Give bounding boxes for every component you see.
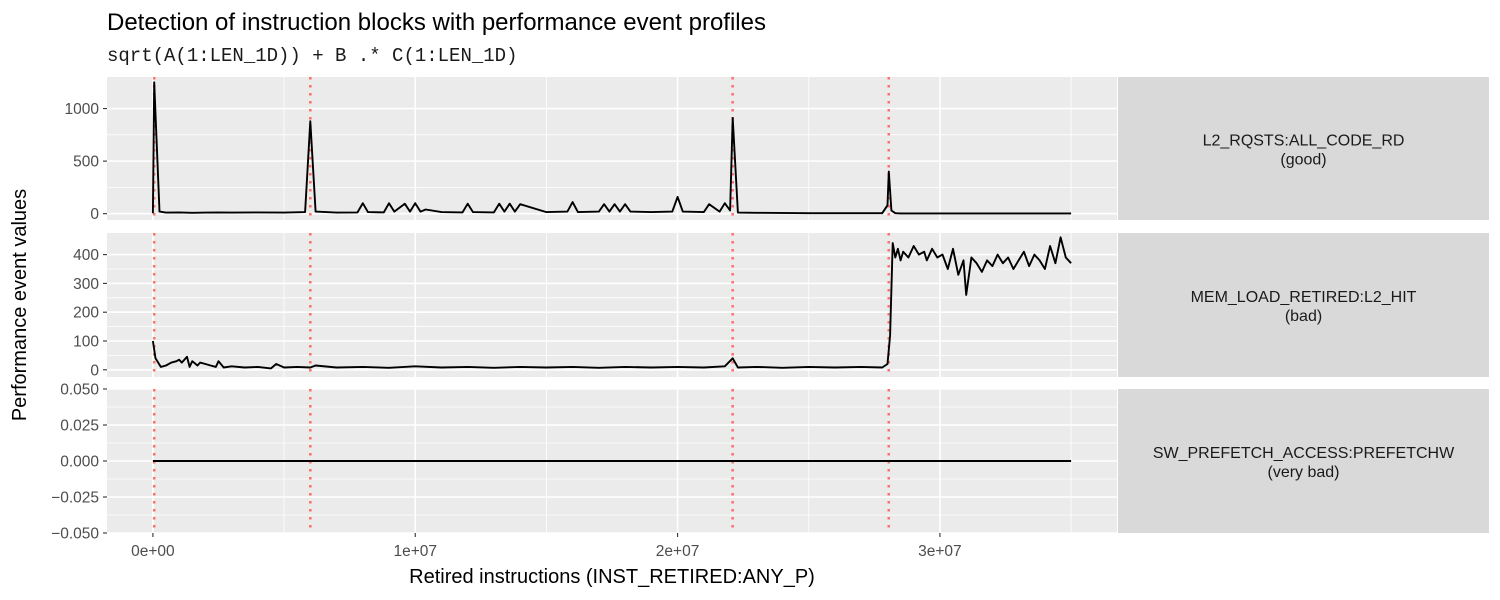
- facet-strip-sublabel: (bad): [1285, 308, 1322, 325]
- facet-strip: [1118, 77, 1489, 220]
- y-tick-label: 1000: [65, 101, 100, 118]
- x-tick-label: 3e+07: [918, 543, 962, 560]
- y-tick-label: −0.025: [51, 490, 99, 507]
- y-tick-label: 300: [73, 276, 99, 293]
- x-axis-title: Retired instructions (INST_RETIRED:ANY_P…: [409, 566, 815, 588]
- facet-panel: 0 500 1000 L2_RQSTS:ALL_CODE_RD (good): [65, 77, 1489, 223]
- facet-strip-label: L2_RQSTS:ALL_CODE_RD: [1203, 133, 1405, 150]
- facet-strip-label: MEM_LOAD_RETIRED:L2_HIT: [1191, 289, 1417, 306]
- facet-strip: [1118, 233, 1489, 377]
- y-tick-label: 500: [73, 154, 99, 171]
- panel-background: [107, 77, 1117, 220]
- series-line: [151, 81, 1072, 215]
- facet-panel: −0.050 −0.025 0.000 0.025 0.050 SW_PREFETCH_A…: [51, 382, 1489, 543]
- chart-title: Detection of instruction blocks with per…: [107, 9, 766, 36]
- x-tick-label: 0e+00: [131, 543, 175, 560]
- y-tick-label: 400: [73, 247, 99, 264]
- y-tick-label: 0: [90, 362, 99, 379]
- x-axis: 0e+00 1e+07 2e+07 3e+07: [131, 533, 962, 560]
- y-tick-label: 0.025: [60, 418, 99, 435]
- y-tick-label: 0.000: [60, 454, 99, 471]
- facet-strip-label: SW_PREFETCH_ACCESS:PREFETCHW: [1153, 445, 1455, 462]
- y-tick-label: 0.050: [60, 382, 99, 399]
- series-line: [151, 236, 1072, 370]
- chart-subtitle: sqrt(A(1:LEN_1D)) + B .* C(1:LEN_1D): [107, 45, 517, 67]
- y-tick-label: 200: [73, 305, 99, 322]
- x-tick-label: 2e+07: [656, 543, 700, 560]
- facet-strip-sublabel: (good): [1280, 152, 1326, 169]
- facet-panels: 0 500 1000 L2_RQSTS:ALL_CODE_RD (good) 0 100 20…: [51, 77, 1489, 543]
- y-tick-label: −0.050: [51, 526, 99, 543]
- facet-panel: 0 100 200 300 400 MEM_LOAD_RETIRED:L2_HIT (bad…: [73, 233, 1489, 379]
- y-axis-title: Performance event values: [9, 189, 31, 421]
- facet-strip: [1118, 389, 1489, 533]
- y-tick-label: 0: [90, 206, 99, 223]
- x-tick-label: 1e+07: [393, 543, 437, 560]
- facet-strip-sublabel: (very bad): [1267, 464, 1339, 481]
- panel-background: [107, 233, 1117, 377]
- y-tick-label: 100: [73, 334, 99, 351]
